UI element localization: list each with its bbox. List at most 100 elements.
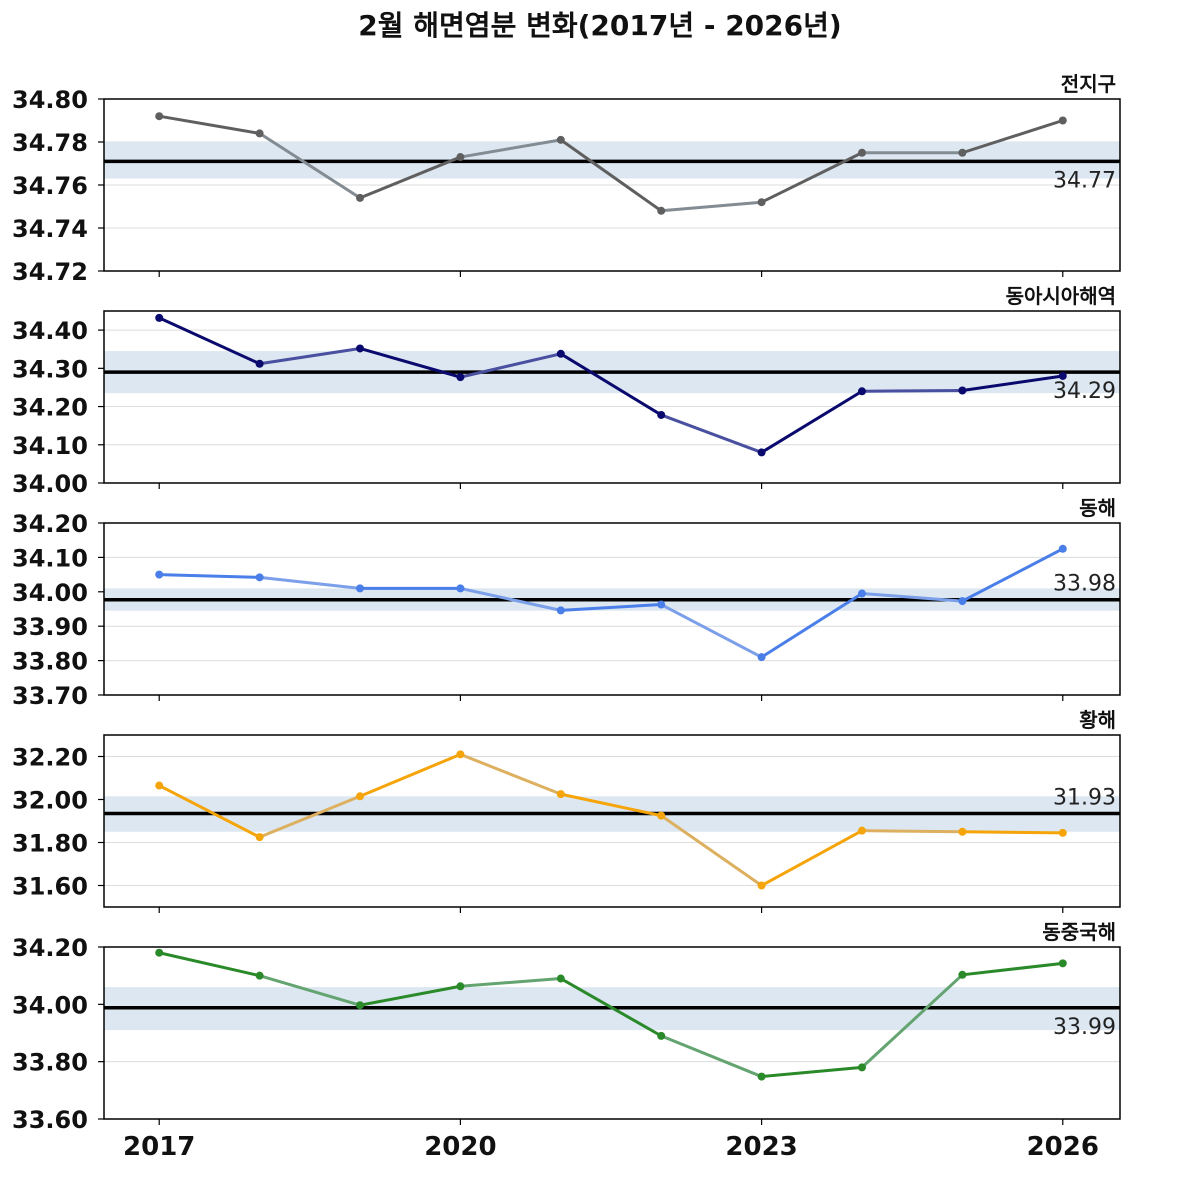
series-segment bbox=[258, 794, 362, 839]
data-point bbox=[255, 129, 264, 138]
data-point bbox=[757, 881, 766, 890]
y-tick-label: 31.60 bbox=[12, 873, 88, 901]
y-tick-label: 34.00 bbox=[12, 579, 88, 607]
series-segment bbox=[860, 592, 964, 603]
data-point bbox=[1058, 544, 1067, 553]
y-tick-label: 34.20 bbox=[12, 934, 88, 962]
x-tick-label: 2023 bbox=[725, 1132, 797, 1162]
plot-area bbox=[104, 750, 1120, 890]
y-tick-label: 34.72 bbox=[12, 258, 88, 286]
series-segment bbox=[860, 389, 964, 393]
data-point bbox=[255, 359, 264, 368]
data-point bbox=[356, 193, 365, 202]
series-segment bbox=[559, 977, 663, 1038]
y-tick-label: 34.00 bbox=[12, 991, 88, 1019]
y-tick-label: 31.80 bbox=[12, 830, 88, 858]
series-segment bbox=[760, 389, 864, 454]
data-point bbox=[456, 750, 465, 759]
series-segment bbox=[760, 829, 864, 887]
data-point bbox=[657, 600, 666, 609]
data-point bbox=[556, 790, 565, 799]
data-point bbox=[757, 198, 766, 207]
data-point bbox=[657, 410, 666, 419]
plot-area bbox=[104, 313, 1120, 483]
series-segment bbox=[760, 1065, 864, 1079]
y-tick-label: 34.10 bbox=[12, 432, 88, 460]
y-tick-label: 34.20 bbox=[12, 394, 88, 422]
data-point bbox=[958, 970, 967, 979]
series-segment bbox=[960, 119, 1065, 155]
panel-frame bbox=[103, 946, 1121, 1120]
y-tick-label: 33.80 bbox=[12, 648, 88, 676]
data-point bbox=[456, 153, 465, 162]
series-segment bbox=[760, 592, 864, 659]
plot-area bbox=[104, 947, 1120, 1119]
data-point bbox=[356, 1001, 365, 1010]
series-segment bbox=[358, 984, 462, 1007]
series-segment bbox=[559, 792, 663, 818]
data-point bbox=[356, 584, 365, 593]
data-point bbox=[757, 448, 766, 457]
chart-title: 2월 해면염분 변화(2017년 - 2026년) bbox=[358, 9, 842, 42]
series-segment bbox=[458, 586, 563, 612]
data-point bbox=[1058, 116, 1067, 125]
panel-4: 31.60 31.80 32.00 32.20 황해 31.93 bbox=[12, 708, 1121, 913]
y-tick-label: 34.74 bbox=[12, 215, 88, 243]
panel-frame bbox=[103, 522, 1121, 696]
panel-1: 34.72 34.74 34.76 34.78 34.80 전지구 34.77 bbox=[12, 72, 1121, 286]
data-point bbox=[958, 386, 967, 395]
data-point bbox=[1058, 828, 1067, 837]
series-segment bbox=[860, 829, 964, 834]
series-segment bbox=[659, 413, 764, 454]
data-point bbox=[857, 1063, 866, 1072]
data-point bbox=[155, 570, 164, 579]
data-point bbox=[456, 982, 465, 991]
series-segment bbox=[960, 961, 1065, 977]
series-segment bbox=[960, 547, 1065, 603]
data-point bbox=[657, 1031, 666, 1040]
y-tick-label: 34.30 bbox=[12, 355, 88, 383]
series-segment bbox=[157, 114, 262, 135]
data-point bbox=[1058, 959, 1067, 968]
y-tick-label: 34.00 bbox=[12, 470, 88, 498]
panel-3: 33.70 33.80 33.90 34.00 34.10 34.20 동해 33.98 bbox=[12, 496, 1121, 710]
data-point bbox=[857, 387, 866, 396]
data-point bbox=[556, 135, 565, 144]
data-point bbox=[255, 833, 264, 842]
series-segment bbox=[458, 977, 563, 988]
mean-value-label: 34.77 bbox=[1053, 168, 1116, 193]
series-segment bbox=[358, 155, 462, 200]
mean-value-label: 33.99 bbox=[1053, 1015, 1116, 1040]
panel-title: 전지구 bbox=[1061, 72, 1116, 96]
series-segment bbox=[659, 200, 764, 213]
panel-frame bbox=[103, 310, 1121, 484]
panel-frame bbox=[103, 734, 1121, 908]
data-point bbox=[1058, 371, 1067, 380]
panel-title: 동해 bbox=[1079, 496, 1116, 520]
mean-value-label: 33.98 bbox=[1053, 572, 1116, 597]
series-segment bbox=[258, 575, 362, 590]
y-tick-label: 33.90 bbox=[12, 613, 88, 641]
series-segment bbox=[960, 374, 1065, 393]
series-segment bbox=[458, 752, 563, 796]
series-segment bbox=[559, 603, 663, 612]
series-segment bbox=[258, 131, 362, 200]
data-point bbox=[155, 112, 164, 121]
series-segment bbox=[458, 352, 563, 379]
series-segment bbox=[860, 973, 964, 1069]
data-point bbox=[155, 948, 164, 957]
series-segment bbox=[358, 346, 462, 379]
y-tick-label: 33.60 bbox=[12, 1106, 88, 1134]
data-point bbox=[356, 792, 365, 801]
data-point bbox=[857, 826, 866, 835]
data-point bbox=[958, 597, 967, 606]
y-tick-label: 33.70 bbox=[12, 682, 88, 710]
x-tick-label: 2026 bbox=[1027, 1132, 1099, 1162]
panel-5: 33.60 33.80 34.00 34.20 동중국해 33.99 bbox=[12, 920, 1121, 1134]
data-point bbox=[657, 811, 666, 820]
data-point bbox=[857, 148, 866, 157]
data-point bbox=[757, 653, 766, 662]
series-segment bbox=[157, 784, 262, 839]
data-point bbox=[857, 589, 866, 598]
